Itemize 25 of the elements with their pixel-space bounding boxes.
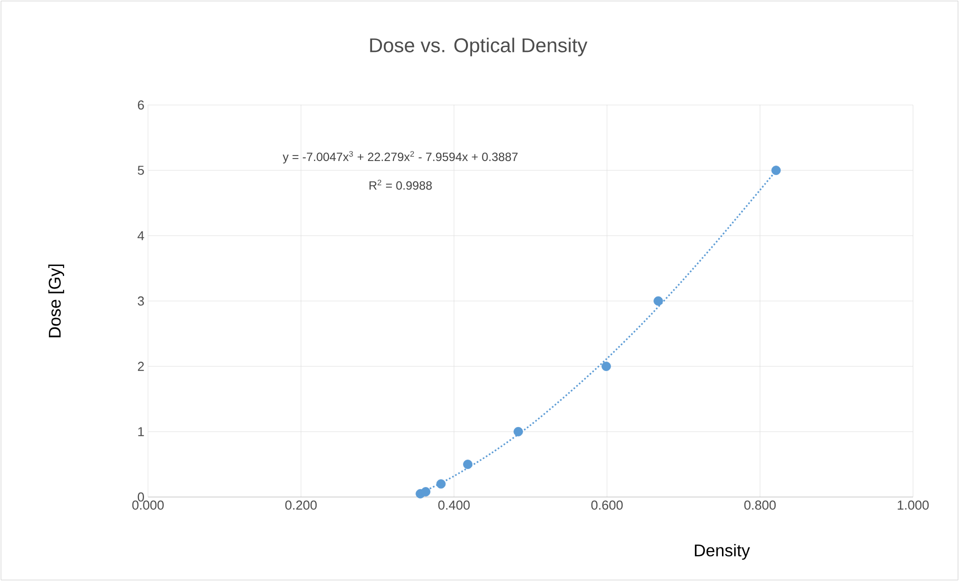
chart-title: Dose vs. Optical Density	[370, 38, 588, 56]
y-axis-title: Dose [Gy]	[48, 264, 64, 338]
y-tick-label: 5	[138, 166, 144, 175]
point	[771, 166, 781, 176]
point	[436, 479, 446, 489]
x-tick-label: 0.200	[285, 500, 317, 510]
annotation: R$^{2}$ = 0.9988	[370, 180, 432, 190]
annotation: y = -7.0047x$^{3}$ + 22.279x$^{2}$ - 7.9594x + 0.3887	[282, 151, 518, 164]
x-tick-label: 0.800	[744, 500, 776, 510]
point	[654, 296, 663, 306]
x-tick-label: 0.600	[591, 500, 623, 510]
x-tick-label: 0.000	[132, 500, 164, 510]
x-tick-label: 0.400	[438, 500, 470, 510]
y-tick-label: 3	[138, 296, 144, 306]
x-axis-title: Density	[694, 544, 750, 560]
point	[421, 487, 430, 496]
x-tick-label: 1.000	[898, 500, 929, 510]
y-tick-label: 0	[138, 492, 144, 502]
y-tick-label: 6	[138, 100, 144, 110]
y-tick-label: 1	[138, 427, 144, 436]
y-tick-label: 4	[138, 231, 144, 240]
y-tick-label: 2	[138, 362, 144, 371]
point	[514, 426, 523, 436]
point	[602, 362, 611, 372]
point	[463, 460, 472, 470]
